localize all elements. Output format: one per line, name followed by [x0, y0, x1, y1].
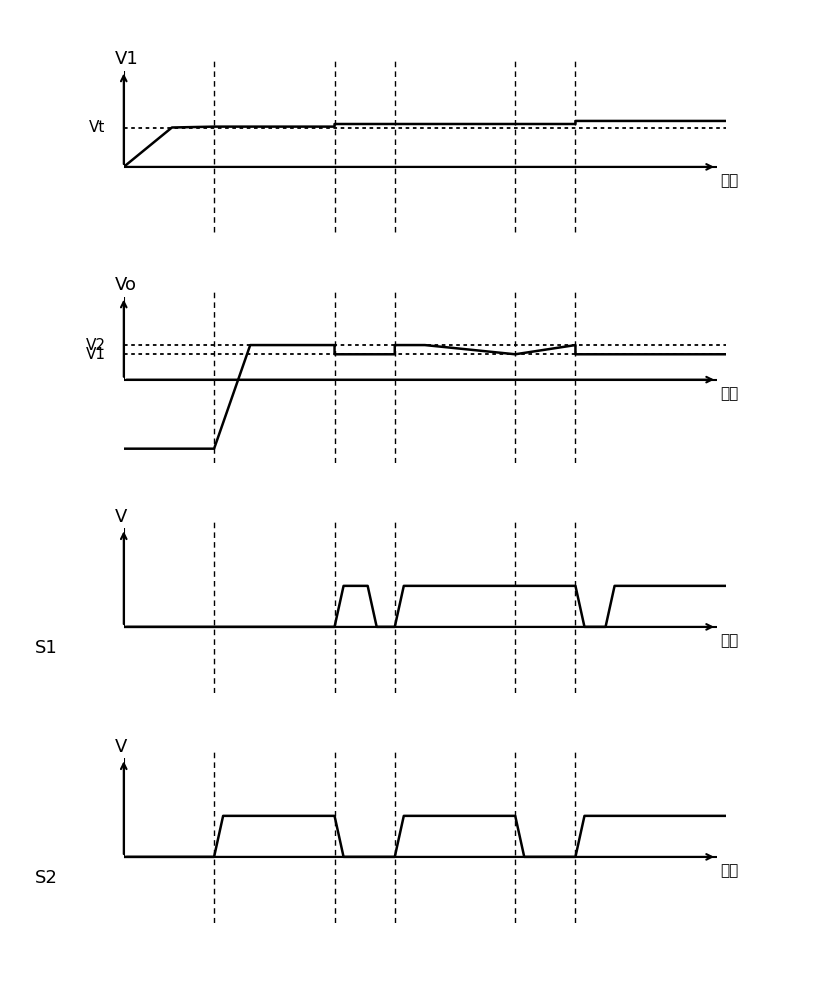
Text: S1: S1 [35, 639, 58, 657]
Text: V2: V2 [86, 338, 106, 353]
Text: 时间: 时间 [720, 863, 738, 878]
Text: 时间: 时间 [720, 173, 738, 188]
Text: S2: S2 [35, 869, 58, 887]
Text: 时间: 时间 [720, 386, 738, 401]
Text: Vo: Vo [115, 276, 137, 294]
Text: V: V [115, 738, 127, 756]
Text: V: V [115, 508, 127, 526]
Text: V1: V1 [86, 347, 106, 362]
Text: 时间: 时间 [720, 633, 738, 648]
Text: Vt: Vt [89, 120, 106, 135]
Text: V1: V1 [115, 50, 139, 68]
